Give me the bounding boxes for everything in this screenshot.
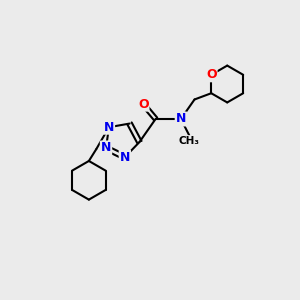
Text: N: N xyxy=(101,142,111,154)
Text: N: N xyxy=(120,151,130,164)
Text: O: O xyxy=(206,68,217,81)
Text: N: N xyxy=(176,112,186,125)
Text: N: N xyxy=(104,121,114,134)
Text: O: O xyxy=(138,98,148,111)
Text: CH₃: CH₃ xyxy=(179,136,200,146)
